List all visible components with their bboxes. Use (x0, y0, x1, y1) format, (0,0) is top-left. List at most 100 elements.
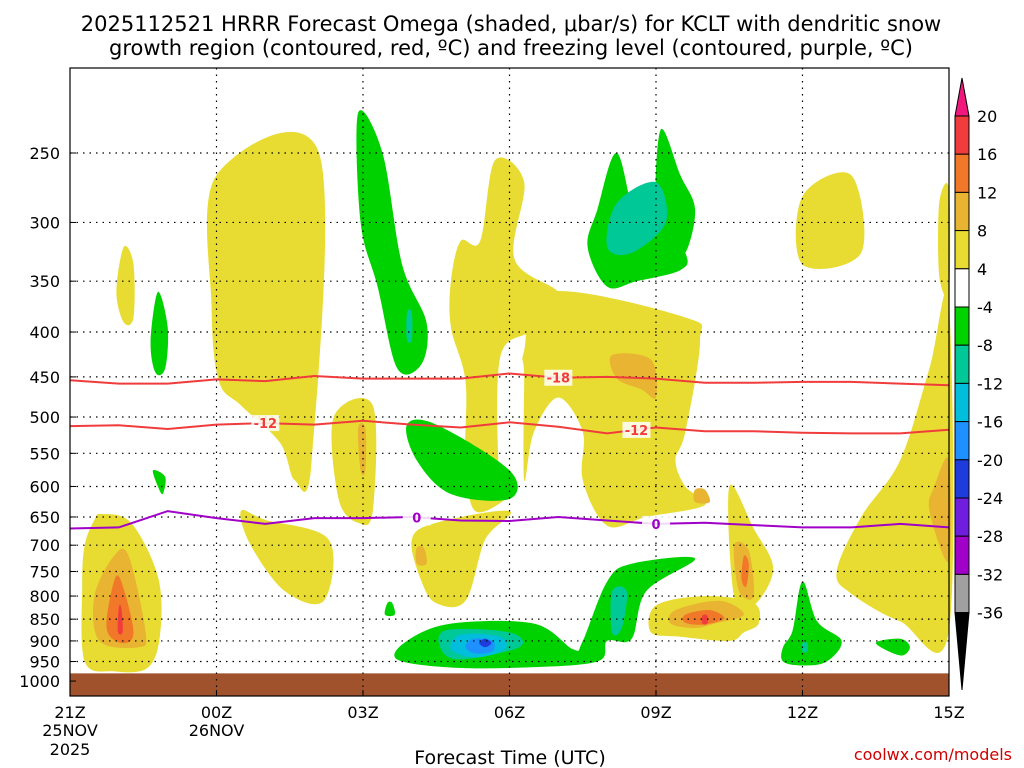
omega-region (522, 291, 707, 528)
omega-region (875, 638, 910, 656)
colorbar-swatch (954, 382, 970, 423)
colorbar-label: -16 (977, 413, 1003, 432)
x-tick-date: 26NOV (189, 721, 245, 740)
colorbar-label: 16 (977, 145, 997, 164)
x-tick-date: 25NOV (42, 721, 98, 740)
omega-region (356, 110, 428, 375)
colorbar-label: -32 (977, 565, 1003, 584)
omega-region (693, 488, 711, 504)
y-tick-label: 650 (29, 508, 60, 527)
colorbar-swatch (954, 268, 970, 308)
colorbar-label: -20 (977, 451, 1003, 470)
y-tick-label: 400 (29, 323, 60, 342)
dgz-contour-1-label: -12 (625, 424, 649, 439)
x-axis-label: Forecast Time (UTC) (414, 747, 605, 768)
x-tick-label: 12Z (787, 703, 818, 722)
omega-region (150, 291, 169, 376)
colorbar-swatch (954, 497, 970, 537)
colorbar-top-arrow (954, 77, 970, 117)
chart-title-line1: 2025112521 HRRR Forecast Omega (shaded, … (81, 12, 941, 36)
freezing-level-contour-line (69, 510, 950, 530)
y-tick-label: 850 (29, 610, 60, 629)
colorbar-swatch (954, 306, 970, 346)
freezing-level-contour-label: 0 (651, 518, 660, 533)
omega-region (801, 641, 808, 653)
omega-region (928, 457, 952, 563)
y-tick-label: 750 (29, 562, 60, 581)
omega-region (116, 245, 135, 326)
y-tick-label: 500 (29, 408, 60, 427)
colorbar-bottom-arrow (954, 612, 970, 691)
omega-region (836, 289, 954, 653)
dgz-contour-0-label: -18 (547, 372, 571, 387)
y-tick-label: 700 (29, 536, 60, 555)
colorbar-swatch (954, 535, 970, 575)
y-tick-label: 900 (29, 632, 60, 651)
dgz-contour-1-line (69, 419, 950, 435)
omega-region (938, 182, 951, 298)
dgz-contour-0-line (69, 372, 950, 387)
colorbar-swatch (954, 115, 970, 155)
omega-region (206, 131, 326, 492)
omega-region (449, 157, 563, 513)
omega-shaded-regions (81, 110, 954, 673)
omega-region (384, 601, 396, 617)
x-tick-label: 15Z (933, 703, 964, 722)
omega-region (406, 419, 518, 501)
omega-region (701, 614, 708, 625)
omega-region (406, 309, 413, 343)
colorbar-label: -8 (977, 336, 993, 355)
omega-region (795, 172, 865, 269)
x-tick-label: 03Z (347, 703, 378, 722)
colorbar-label: 12 (977, 183, 997, 202)
y-tick-label: 600 (29, 477, 60, 496)
dgz-contour-1-label-bg (251, 415, 280, 432)
omega-region (655, 128, 696, 256)
chart-title-line2: growth region (contoured, red, ºC) and f… (109, 36, 913, 60)
colorbar-label: -36 (977, 604, 1003, 623)
x-tick-label: 00Z (201, 703, 232, 722)
colorbar-swatch (954, 459, 970, 499)
colorbar-label: -12 (977, 374, 1003, 393)
x-tick-label: 09Z (640, 703, 671, 722)
omega-region (610, 586, 628, 636)
y-tick-label: 350 (29, 272, 60, 291)
colorbar-label: 4 (977, 260, 987, 279)
omega-region (609, 353, 658, 399)
colorbar-swatch (954, 153, 970, 193)
x-tick-label: 21Z (54, 703, 85, 722)
temperature-contours: -18 -12 -12 0 0 (69, 369, 950, 533)
omega-region (152, 469, 166, 495)
y-tick-label: 950 (29, 653, 60, 672)
omega-region (357, 423, 367, 476)
x-tick-label: 06Z (494, 703, 525, 722)
omega-region (781, 581, 842, 666)
omega-region (415, 545, 427, 566)
y-tick-label: 300 (29, 213, 60, 232)
y-tick-label: 800 (29, 587, 60, 606)
omega-region (479, 638, 492, 648)
freezing-level-contour-label-bg (642, 515, 670, 532)
freezing-level-contour-label: 0 (412, 511, 421, 526)
grid-lines (70, 68, 949, 696)
colorbar: 20 16 12 8 4 -4 -8 -12 -16 -20 -24 -28 -32 -36 (954, 77, 1003, 691)
dgz-contour-0-label-bg (544, 369, 573, 386)
colorbar-swatch (954, 230, 970, 270)
omega-region (240, 509, 334, 605)
colorbar-swatch (954, 421, 970, 461)
colorbar-label: -4 (977, 298, 993, 317)
dgz-contour-1-label-bg (622, 421, 651, 438)
source-credit: coolwx.com/models (854, 745, 1012, 764)
x-tick-year: 2025 (50, 740, 91, 759)
y-tick-label: 550 (29, 444, 60, 463)
ground-surface (70, 673, 949, 696)
omega-region (411, 510, 512, 608)
omega-region (587, 152, 688, 289)
colorbar-label: -28 (977, 527, 1003, 546)
y-tick-label: 1000 (19, 672, 60, 691)
dgz-contour-1-label: -12 (254, 417, 278, 432)
freezing-level-contour-label-bg (402, 509, 431, 526)
colorbar-swatch (954, 573, 970, 614)
